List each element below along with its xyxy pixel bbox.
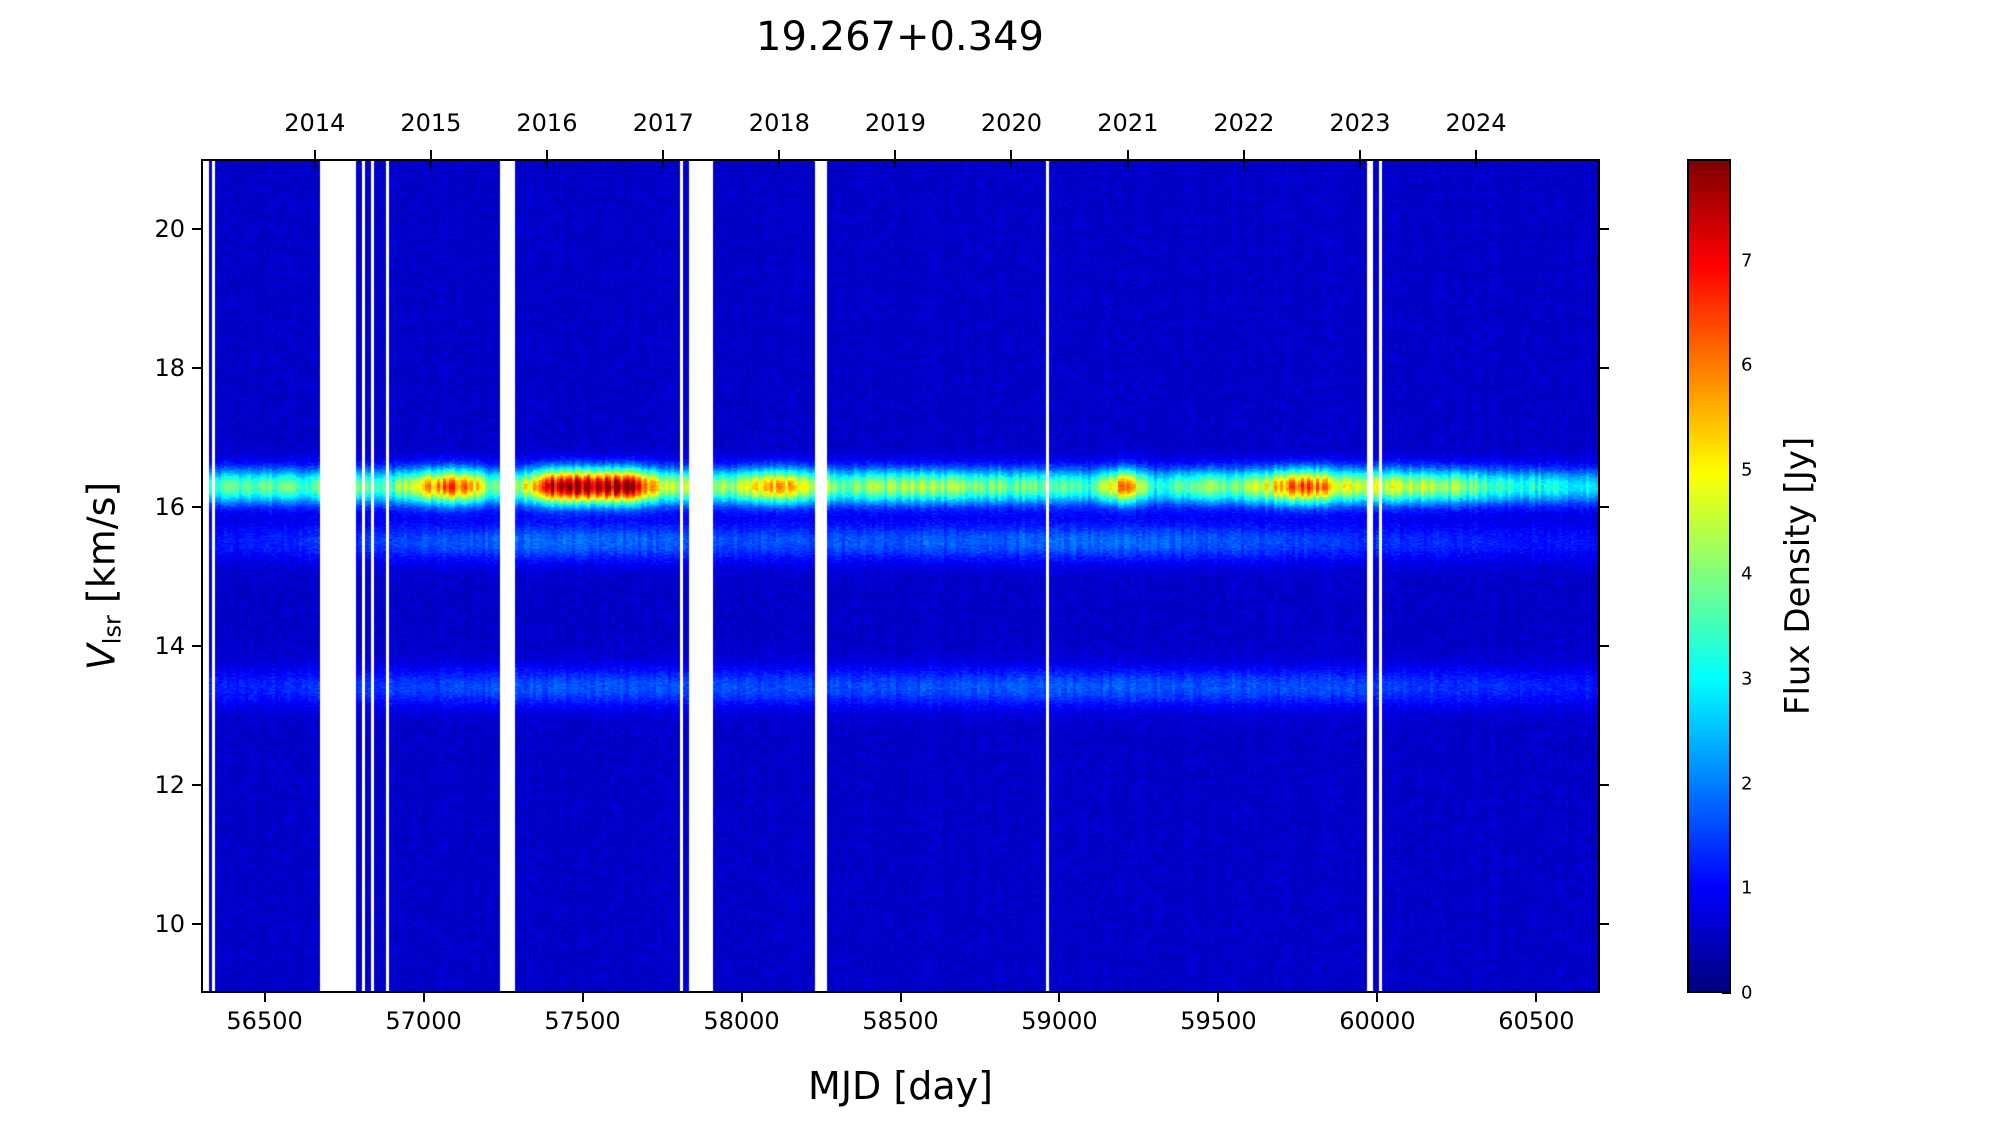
y-tick-label: 14 — [154, 631, 185, 660]
x-tick-label: 57000 — [385, 1007, 462, 1035]
heatmap-image — [203, 161, 1598, 991]
x-tick — [1376, 993, 1379, 1002]
x-tick-label: 58000 — [703, 1007, 780, 1035]
top-year-tick — [1358, 150, 1361, 168]
colorbar-tick-label: 4 — [1741, 563, 1753, 585]
colorbar-tick-label: 7 — [1741, 250, 1753, 271]
x-tick — [899, 993, 902, 1002]
top-year-label: 2020 — [980, 109, 1042, 137]
colorbar-tick-label: 3 — [1741, 668, 1753, 690]
top-year-tick — [313, 150, 316, 168]
x-tick-label: 57500 — [544, 1007, 621, 1035]
y-tick-right — [1600, 505, 1609, 508]
x-tick-label: 56500 — [226, 1007, 303, 1035]
colorbar-tick-label: 2 — [1741, 773, 1753, 795]
top-year-label: 2014 — [284, 109, 346, 137]
y-tick — [192, 366, 201, 369]
x-tick — [422, 993, 425, 1002]
top-year-tick — [545, 150, 548, 168]
x-tick — [1535, 993, 1538, 1002]
x-tick-label: 60000 — [1339, 1007, 1416, 1035]
top-year-tick — [1242, 150, 1245, 168]
y-tick-label: 12 — [154, 770, 185, 799]
x-tick — [1058, 993, 1061, 1002]
x-tick — [581, 993, 584, 1002]
top-year-label: 2022 — [1213, 109, 1275, 137]
top-year-label: 2024 — [1445, 109, 1507, 137]
top-year-tick — [429, 150, 432, 168]
y-tick-label: 20 — [154, 214, 185, 243]
y-tick — [192, 227, 201, 230]
x-axis-label: MJD [day] — [808, 1064, 993, 1108]
top-year-label: 2018 — [748, 109, 810, 137]
y-tick — [192, 922, 201, 925]
y-axis-label-main: V — [79, 644, 124, 671]
x-tick — [740, 993, 743, 1002]
chart-title: 19.267+0.349 — [756, 14, 1044, 60]
top-year-tick — [1010, 150, 1013, 168]
y-tick-right — [1600, 227, 1609, 230]
y-axis-label: Vlsr [km/s] — [80, 482, 127, 670]
top-year-label: 2019 — [864, 109, 926, 137]
y-axis-label-unit: [km/s] — [79, 481, 124, 616]
y-tick — [192, 505, 201, 508]
x-tick-label: 60500 — [1498, 1007, 1575, 1035]
top-year-label: 2016 — [516, 109, 578, 137]
y-tick-label: 10 — [154, 909, 185, 938]
colorbar-label: Flux Density [Jy] — [1778, 436, 1818, 716]
x-tick-label: 59000 — [1021, 1007, 1098, 1035]
y-tick — [192, 644, 201, 647]
y-tick-right — [1600, 644, 1609, 647]
colorbar-tick-label: 0 — [1741, 982, 1753, 1004]
plot-area — [201, 159, 1600, 993]
y-axis-label-sub: lsr — [98, 615, 127, 645]
y-tick-right — [1600, 366, 1609, 369]
colorbar — [1687, 159, 1731, 993]
colorbar-tick — [1722, 992, 1731, 994]
y-tick-right — [1600, 922, 1609, 925]
x-tick — [263, 993, 266, 1002]
colorbar-tick-label: 1 — [1741, 877, 1753, 899]
y-tick — [192, 783, 201, 786]
x-tick-label: 58500 — [862, 1007, 939, 1035]
top-year-tick — [894, 150, 897, 168]
top-year-label: 2023 — [1329, 109, 1391, 137]
top-year-label: 2015 — [400, 109, 462, 137]
top-year-tick — [1474, 150, 1477, 168]
colorbar-tick-label: 5 — [1741, 459, 1753, 481]
top-year-label: 2017 — [632, 109, 694, 137]
top-year-label: 2021 — [1097, 109, 1159, 137]
top-year-tick — [778, 150, 781, 168]
x-tick-label: 59500 — [1180, 1007, 1257, 1035]
top-year-tick — [662, 150, 665, 168]
top-year-tick — [1126, 150, 1129, 168]
colorbar-tick-label: 6 — [1741, 354, 1753, 376]
x-tick — [1217, 993, 1220, 1002]
y-tick-right — [1600, 783, 1609, 786]
y-tick-label: 18 — [154, 353, 185, 382]
y-tick-label: 16 — [154, 492, 185, 521]
colorbar-gradient — [1689, 161, 1729, 991]
